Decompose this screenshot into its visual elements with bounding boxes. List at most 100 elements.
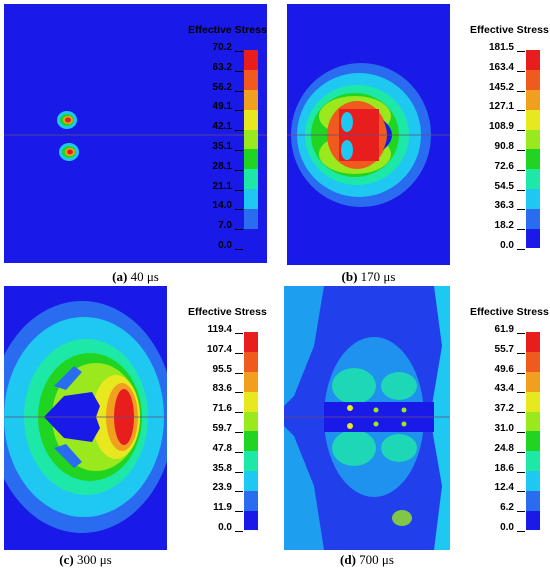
caption-d: (d) 700 μs: [340, 552, 394, 567]
scale-segment: [244, 208, 258, 229]
scale-segment: [526, 208, 540, 229]
color-scale-b: [526, 50, 540, 249]
upper-stress-spot: [57, 111, 77, 129]
tick-label: 61.9: [470, 325, 525, 335]
caption-b: (b) 170 μs: [341, 269, 396, 284]
scale-segment: [244, 129, 258, 150]
scale-segment: [244, 351, 258, 373]
scale-segment: [244, 371, 258, 392]
scale-segment: [526, 450, 540, 472]
tick-label: 0.0: [470, 241, 525, 251]
scale-segment: [244, 89, 258, 110]
tick-label: 0.0: [188, 523, 243, 533]
scale-segment: [526, 371, 540, 392]
scale-segment: [526, 129, 540, 150]
caption-c: (c) 300 μs: [59, 552, 112, 567]
legend-title-a: Effective Stress: [188, 24, 267, 36]
scale-segment: [244, 470, 258, 491]
tick-label: 12.4: [470, 483, 525, 493]
scale-segment: [244, 228, 258, 249]
scale-segment: [526, 89, 540, 110]
scale-segment: [244, 332, 258, 353]
scale-segment: [244, 50, 258, 71]
tick-label: 24.8: [470, 443, 525, 454]
scale-segment: [526, 351, 540, 373]
tick-label: 127.1: [470, 102, 525, 112]
scale-segment: [526, 168, 540, 190]
scale-segment: [526, 510, 540, 531]
legend-title-d: Effective Stress: [470, 306, 549, 318]
scale-segment: [244, 188, 258, 209]
tick-label: 23.9: [188, 483, 243, 493]
tick-label: 95.5: [188, 364, 243, 375]
color-scale-d: [526, 332, 540, 531]
legend-title-c: Effective Stress: [188, 306, 267, 318]
tick-label: 35.8: [188, 463, 243, 474]
scale-segment: [526, 149, 540, 170]
color-scale-a: [244, 50, 258, 249]
legend-b: Effective Stress 181.5 163.4 145.2 127.1 108…: [470, 24, 550, 254]
legend-d: Effective Stress 61.9 55.7 49.6 43.4 37.2 31.…: [470, 306, 550, 536]
tick-label: 55.7: [470, 344, 525, 355]
tick-label: 56.2: [188, 82, 243, 93]
scale-segment: [526, 490, 540, 511]
lower-stress-spot: [59, 143, 79, 161]
tick-label: 18.6: [470, 463, 525, 474]
tick-label: 11.9: [188, 503, 243, 513]
tick-label: 14.0: [188, 201, 243, 211]
tick-label: 163.4: [470, 62, 525, 73]
scale-segment: [244, 431, 258, 452]
legend-title-b: Effective Stress: [470, 24, 549, 36]
tick-label: 119.4: [188, 325, 243, 335]
tick-label: 108.9: [470, 122, 525, 132]
tick-label: 83.6: [188, 384, 243, 394]
scale-segment: [244, 109, 258, 130]
scale-segment: [244, 149, 258, 170]
stress-contour-d: [284, 286, 450, 550]
tick-label: 0.0: [470, 523, 525, 533]
tick-label: 70.2: [188, 43, 243, 53]
tick-label: 35.1: [188, 142, 243, 152]
tick-label: 42.1: [188, 122, 243, 132]
tick-label: 37.2: [470, 404, 525, 414]
tick-label: 21.1: [188, 181, 243, 192]
tick-label: 36.3: [470, 201, 525, 211]
tick-label: 31.0: [470, 424, 525, 434]
tick-label: 107.4: [188, 344, 243, 355]
tick-label: 18.2: [470, 221, 525, 231]
scale-segment: [244, 391, 258, 412]
tick-label: 6.2: [470, 503, 525, 513]
legend-a: Effective Stress 70.2 63.2 56.2 49.1 42.1 35.…: [188, 24, 288, 254]
tick-label: 49.1: [188, 102, 243, 112]
tick-label: 71.6: [188, 404, 243, 414]
color-scale-c: [244, 332, 258, 531]
tick-label: 145.2: [470, 82, 525, 93]
scale-segment: [244, 69, 258, 91]
stress-contour-a: [4, 4, 267, 263]
stress-contour-c: [4, 286, 167, 550]
scale-segment: [244, 510, 258, 531]
tick-label: 59.7: [188, 424, 243, 434]
scale-segment: [244, 490, 258, 511]
tick-label: 43.4: [470, 384, 525, 394]
scale-segment: [526, 109, 540, 130]
tick-label: 28.1: [188, 161, 243, 172]
tick-label: 181.5: [470, 43, 525, 53]
tick-label: 47.8: [188, 443, 243, 454]
scale-segment: [526, 391, 540, 412]
scale-segment: [526, 69, 540, 91]
scale-segment: [526, 228, 540, 249]
scale-segment: [244, 168, 258, 190]
tick-label: 7.0: [188, 221, 243, 231]
tick-label: 72.6: [470, 161, 525, 172]
scale-segment: [244, 450, 258, 472]
scale-segment: [526, 431, 540, 452]
caption-a: (a) 40 μs: [112, 269, 159, 284]
stress-contour-b: [287, 4, 450, 265]
scale-segment: [526, 188, 540, 209]
tick-label: 90.8: [470, 142, 525, 152]
scale-segment: [526, 50, 540, 71]
tick-label: 54.5: [470, 181, 525, 192]
scale-segment: [244, 411, 258, 432]
tick-label: 49.6: [470, 364, 525, 375]
